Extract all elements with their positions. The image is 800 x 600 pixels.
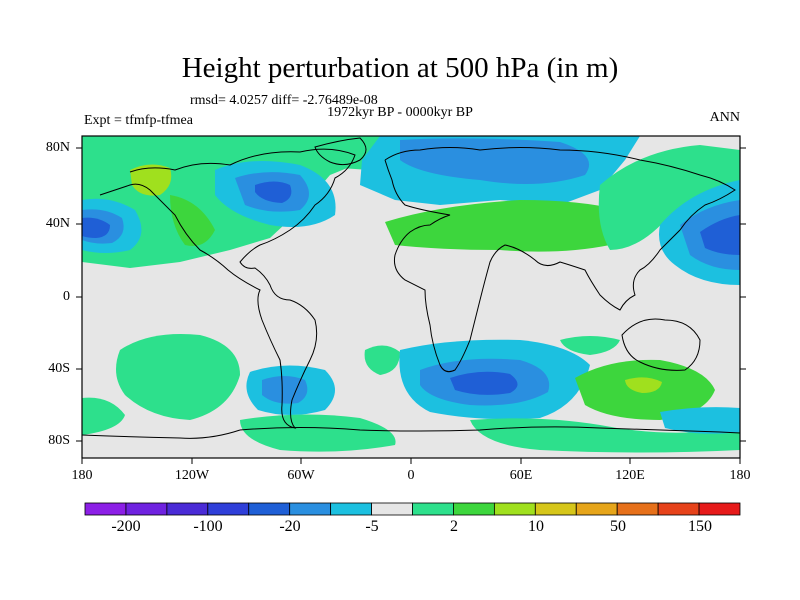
colorbar-swatch <box>166 502 209 516</box>
lon-tick-0: 0 <box>407 468 415 483</box>
colorbar-swatch <box>453 502 495 516</box>
colorbar-swatch <box>248 502 291 516</box>
contour-yellowgreen-alaska <box>130 164 172 196</box>
contour-darkblue-south-indian <box>450 371 518 395</box>
time-range-subtitle: 1972kyr BP - 0000kyr BP <box>327 105 473 120</box>
coastlines <box>82 137 740 439</box>
lat-tick-80n: 80N <box>45 140 70 155</box>
colorbar-label: 2 <box>450 518 458 535</box>
contour-blue-south-america <box>262 376 308 404</box>
contour-green-west-us <box>170 195 215 246</box>
colorbar-swatch <box>493 502 536 516</box>
colorbar-swatch <box>289 502 332 516</box>
experiment-label: Expt = tfmfp-tfmea <box>84 113 193 128</box>
contour-darkblue-north-america <box>255 181 292 203</box>
colorbar-swatch <box>698 502 741 516</box>
axis-ticks <box>76 147 746 464</box>
lon-tick-180w: 180 <box>71 468 93 483</box>
contour-yellowgreen-australia-south <box>625 377 662 393</box>
lon-tick-120w: 120W <box>174 468 210 483</box>
contour-fields <box>82 136 740 458</box>
colorbar-label: 10 <box>528 518 544 535</box>
contour-green-south-pacific-edge <box>82 397 125 435</box>
rmsd-diff-text: rmsd= 4.0257 diff= -2.76489e-08 <box>190 93 378 108</box>
colorbar-label: -20 <box>279 518 301 535</box>
colorbar <box>84 502 741 516</box>
lon-tick-60e: 60E <box>509 468 533 483</box>
colorbar-label: -100 <box>193 518 223 535</box>
colorbar-swatch <box>330 502 372 516</box>
contour-darkblue-north-pacific-west <box>82 217 110 238</box>
colorbar-swatch <box>207 502 250 516</box>
contour-cyan-antarctic-east <box>660 407 740 434</box>
colorbar-swatch <box>125 502 168 516</box>
lon-tick-120e: 120E <box>615 468 645 483</box>
colorbar-label: 50 <box>610 518 626 535</box>
contour-green-east-asia <box>598 145 740 250</box>
lon-tick-180e: 180 <box>729 468 751 483</box>
contour-green-south-pacific-east <box>560 336 620 355</box>
season-label: ANN <box>709 110 740 125</box>
lat-tick-0: 0 <box>63 289 70 304</box>
colorbar-swatch <box>534 502 577 516</box>
colorbar-label: -5 <box>365 518 379 535</box>
contour-blue-arctic <box>400 138 590 184</box>
colorbar-swatch <box>412 502 454 516</box>
colorbar-swatch <box>575 502 618 516</box>
contour-green-south-atlantic <box>364 345 400 375</box>
map-title: Height perturbation at 500 hPa (in m) <box>181 52 619 84</box>
lat-tick-80s: 80S <box>48 433 70 448</box>
colorbar-label: -200 <box>111 518 141 535</box>
lat-tick-40n: 40N <box>45 216 70 231</box>
lon-tick-60w: 60W <box>287 468 315 483</box>
colorbar-swatch <box>616 502 659 516</box>
colorbar-swatch <box>657 502 700 516</box>
lat-tick-40s: 40S <box>48 361 70 376</box>
colorbar-swatch <box>84 502 127 516</box>
contour-green-antarctic-west <box>240 414 396 452</box>
contour-green-eurasia <box>385 200 626 252</box>
colorbar-label: 150 <box>688 518 712 535</box>
contour-darkblue-north-pacific-east <box>700 215 740 255</box>
contour-green-south-pacific <box>116 334 240 420</box>
colorbar-swatch <box>371 502 413 516</box>
